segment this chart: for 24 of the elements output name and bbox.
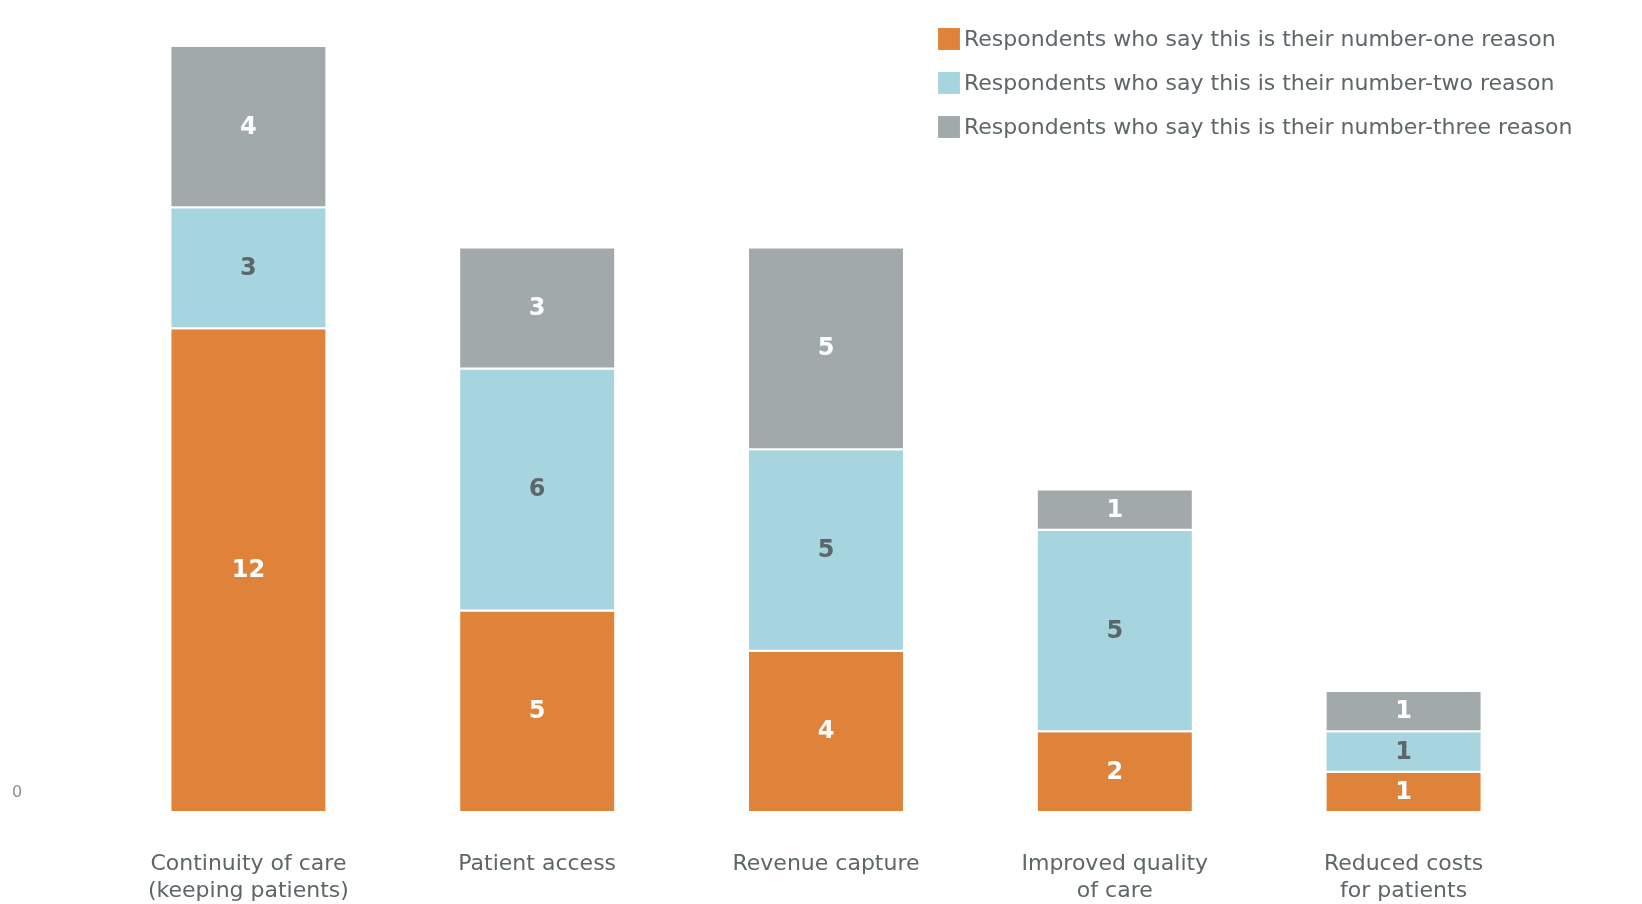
- data-label: 3: [240, 252, 257, 281]
- data-label: 1: [1395, 736, 1412, 765]
- data-label: 2: [1106, 756, 1124, 785]
- data-label: 4: [240, 111, 257, 140]
- data-label: 5: [1106, 615, 1124, 644]
- text: 0: [12, 782, 23, 801]
- x-tick-label: Improved quality of care: [1021, 849, 1209, 902]
- x-tick-label: Reduced costs for patients: [1323, 849, 1484, 902]
- data-label: 5: [817, 333, 835, 362]
- data-label: 5: [528, 696, 546, 725]
- x-tick-label: Continuity of care (keeping patients): [147, 849, 349, 902]
- legend-label: Respondents who say this is their number-three reason: [964, 114, 1573, 139]
- data-label: 3: [528, 293, 546, 322]
- data-label: 1: [1395, 696, 1412, 725]
- x-tick-label: Patient access: [458, 849, 617, 875]
- legend-label: Respondents who say this is their number-two reason: [964, 70, 1555, 95]
- legend-label: Respondents who say this is their number-one reason: [964, 26, 1556, 51]
- data-label: 12: [231, 555, 266, 584]
- x-tick-label: Revenue capture: [732, 849, 920, 875]
- data-label: 6: [528, 474, 546, 503]
- data-label: 4: [817, 716, 835, 745]
- data-label: 1: [1106, 494, 1124, 523]
- data-label: 5: [817, 534, 835, 563]
- data-label: 1: [1395, 776, 1412, 805]
